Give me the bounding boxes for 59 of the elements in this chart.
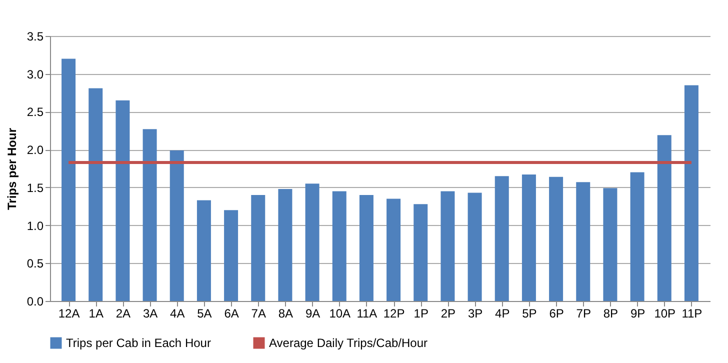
bar [116, 100, 130, 301]
x-tick-label: 5P [522, 306, 537, 320]
y-tick-label: 1.0 [26, 218, 44, 233]
bar [88, 88, 103, 301]
y-tick-label: 3.0 [26, 67, 44, 82]
bar [576, 182, 590, 301]
legend-label: Trips per Cab in Each Hour [66, 336, 211, 350]
bar [386, 198, 401, 301]
legend-label: Average Daily Trips/Cab/Hour [269, 336, 428, 350]
x-tick-label: 4A [170, 306, 185, 320]
x-tick-label: 11A [356, 306, 378, 320]
x-tick-label: 12P [383, 306, 405, 320]
x-tick-label: 3P [468, 306, 483, 320]
bar [196, 200, 211, 301]
bar [440, 191, 455, 301]
bar [603, 188, 618, 301]
bar [549, 176, 564, 301]
x-tick-label: 1A [88, 306, 104, 320]
x-tick-label: 10P [654, 306, 676, 320]
bar [684, 85, 698, 301]
x-tick-label: 4P [495, 306, 510, 320]
y-axis-title: Trips per Hour [4, 128, 19, 210]
bar [630, 172, 644, 301]
x-tick-label: 9P [630, 306, 646, 320]
bar [142, 129, 157, 301]
bar [170, 150, 184, 301]
bar [494, 176, 509, 301]
x-tick-label: 7P [576, 306, 591, 320]
x-tick-label: 2A [116, 306, 131, 320]
bar [62, 58, 76, 301]
y-tick-label: 1.5 [26, 180, 44, 195]
x-tick-label: 1P [414, 306, 428, 320]
x-tick-label: 6P [549, 306, 564, 320]
x-tick-label: 11P [682, 306, 702, 320]
bar [414, 204, 428, 301]
y-tick-label: 0.0 [26, 294, 44, 308]
x-tick-label: 7A [251, 306, 266, 320]
bar [332, 191, 346, 301]
x-tick-label: 8P [603, 306, 618, 320]
bar [468, 192, 482, 301]
x-tick-label: 12A [58, 306, 80, 320]
x-tick-label: 5A [197, 306, 212, 320]
x-tick-label: 10A [329, 306, 351, 320]
y-tick-label: 0.5 [26, 256, 44, 271]
x-tick-label: 2P [440, 306, 456, 320]
bar [359, 195, 374, 301]
y-tick-label: 2.5 [26, 105, 44, 120]
bar [657, 135, 672, 301]
bar [251, 195, 266, 301]
x-tick-label: 9A [305, 306, 320, 320]
y-tick-label: 2.0 [26, 143, 44, 158]
bar [278, 188, 292, 301]
bar [224, 210, 238, 301]
bar [305, 184, 320, 301]
bar [522, 174, 536, 301]
x-tick-label: 6A [224, 306, 239, 320]
x-tick-label: 8A [278, 306, 294, 320]
y-tick-label: 3.5 [26, 30, 44, 44]
x-tick-label: 3A [142, 306, 158, 320]
